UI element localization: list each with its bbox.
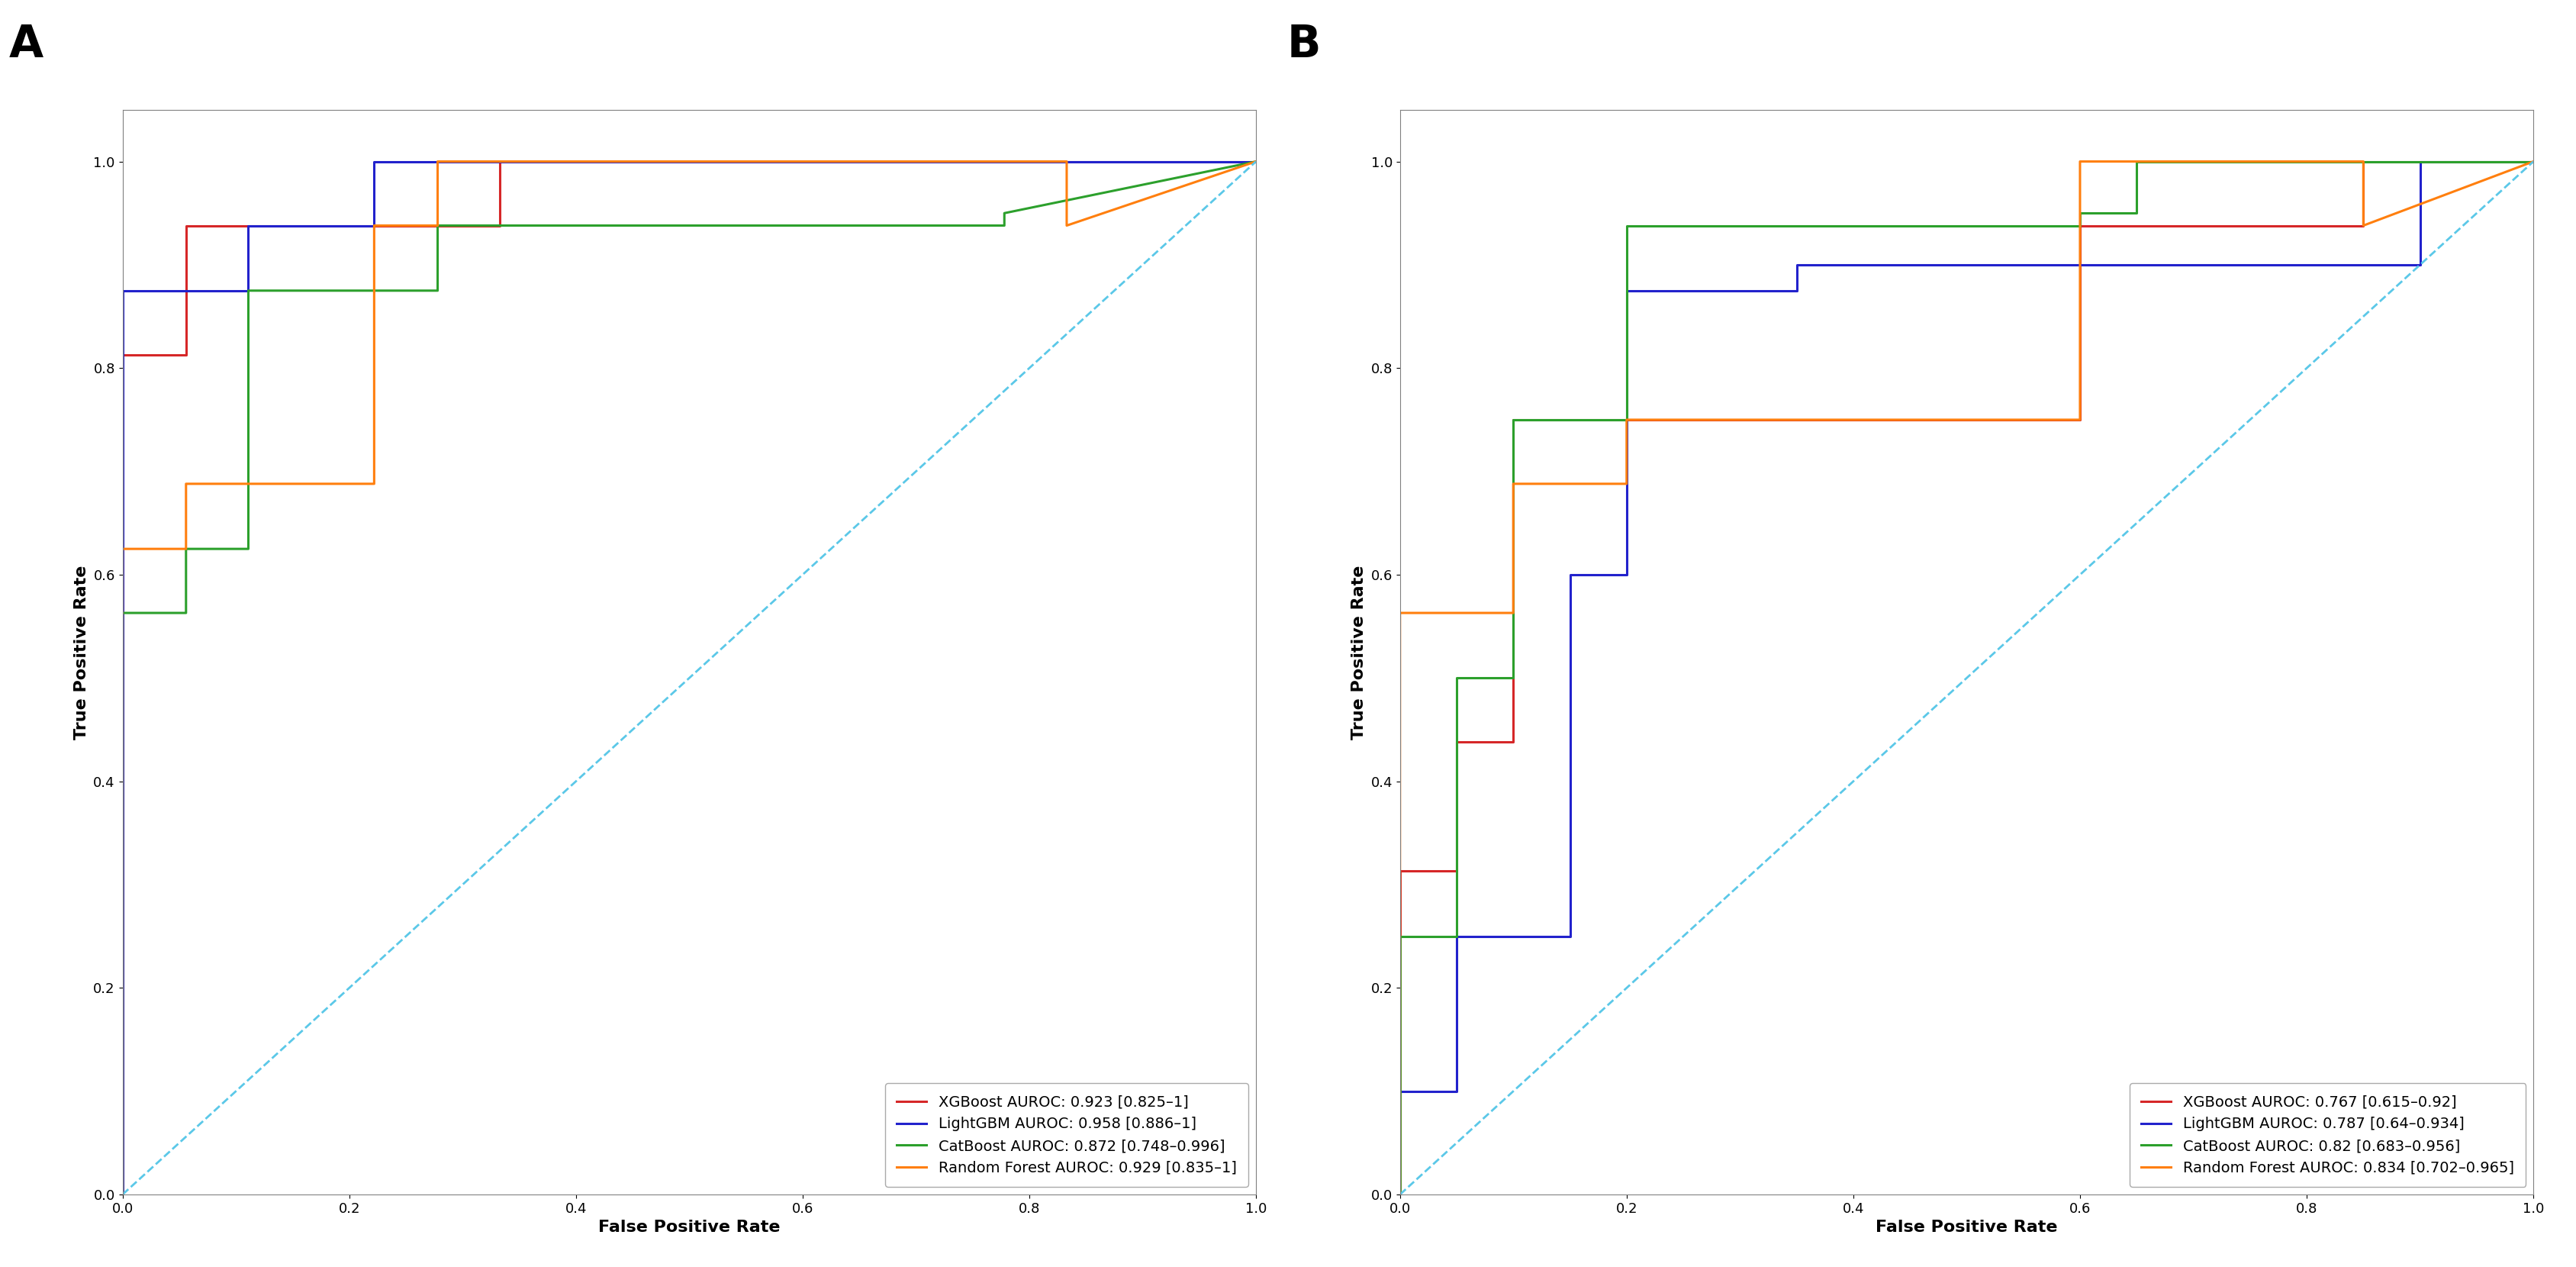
X-axis label: False Positive Rate: False Positive Rate [598, 1220, 781, 1235]
Y-axis label: True Positive Rate: True Positive Rate [75, 565, 90, 740]
Text: A: A [10, 23, 44, 67]
X-axis label: False Positive Rate: False Positive Rate [1875, 1220, 2058, 1235]
Legend: XGBoost AUROC: 0.923 [0.825–1], LightGBM AUROC: 0.958 [0.886–1], CatBoost AUROC:: XGBoost AUROC: 0.923 [0.825–1], LightGBM… [886, 1083, 1249, 1187]
Y-axis label: True Positive Rate: True Positive Rate [1352, 565, 1365, 740]
Text: B: B [1285, 23, 1321, 67]
Legend: XGBoost AUROC: 0.767 [0.615–0.92], LightGBM AUROC: 0.787 [0.64–0.934], CatBoost : XGBoost AUROC: 0.767 [0.615–0.92], Light… [2130, 1083, 2527, 1187]
